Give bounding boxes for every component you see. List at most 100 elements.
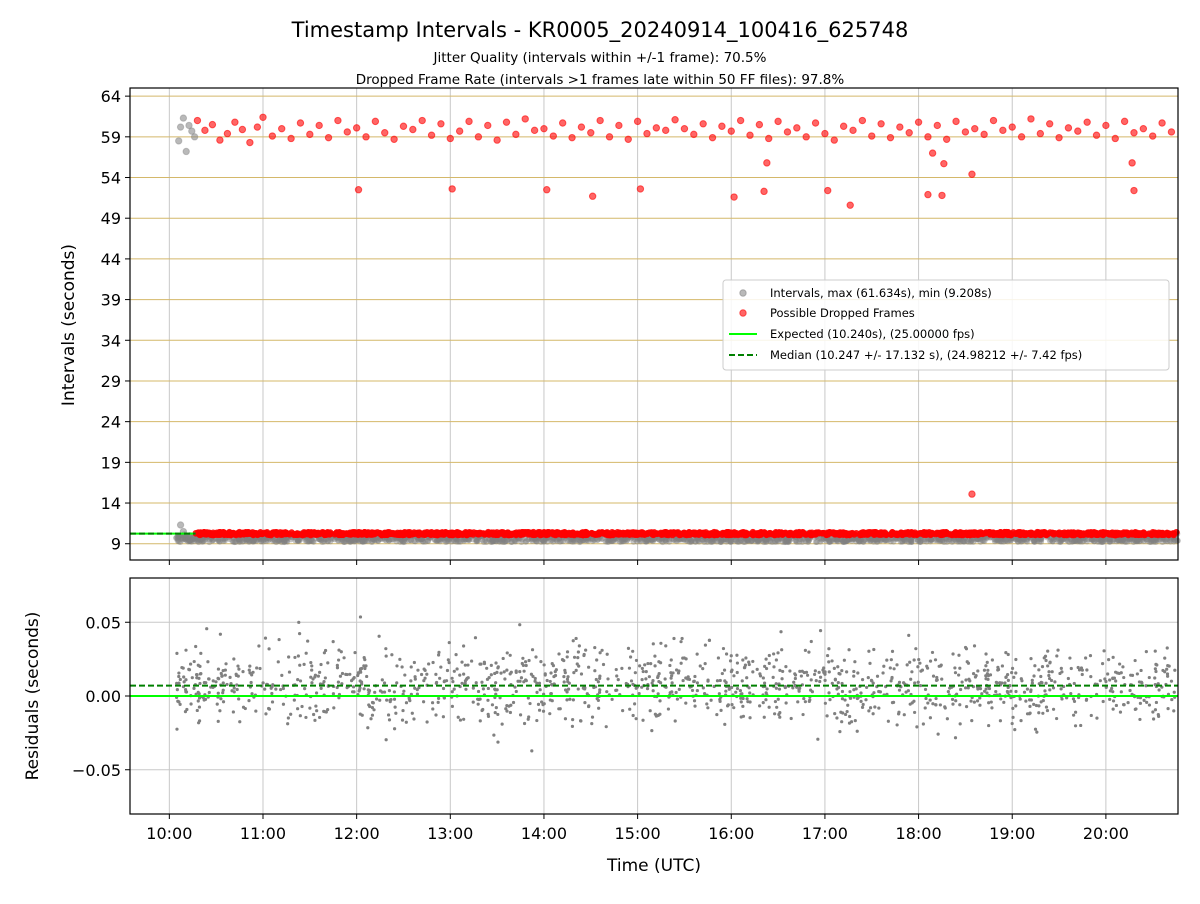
- dropped-frame-point: [756, 121, 762, 127]
- residual-point: [815, 679, 818, 682]
- residual-point: [219, 697, 222, 700]
- residual-point: [1011, 667, 1014, 670]
- dropped-frame-point: [333, 530, 340, 537]
- residual-point: [236, 688, 239, 691]
- residual-point: [652, 642, 655, 645]
- dropped-frame-point: [353, 125, 359, 131]
- residual-point: [917, 658, 920, 661]
- residual-point: [959, 688, 962, 691]
- residual-point: [268, 707, 271, 710]
- residual-point: [485, 667, 488, 670]
- residual-point: [494, 661, 497, 664]
- residual-point: [768, 706, 771, 709]
- residual-point: [393, 727, 396, 730]
- residual-point: [1047, 670, 1050, 673]
- residual-point: [664, 677, 667, 680]
- residual-point: [393, 690, 396, 693]
- residual-point: [546, 679, 549, 682]
- residual-point: [854, 719, 857, 722]
- residual-point: [932, 675, 935, 678]
- dropped-frame-point: [800, 530, 807, 537]
- residual-point: [840, 669, 843, 672]
- residual-point: [672, 637, 675, 640]
- residual-point: [1029, 657, 1032, 660]
- dropped-frame-point: [1028, 530, 1035, 537]
- residual-point: [877, 690, 880, 693]
- dropped-frame-point: [315, 530, 322, 537]
- residual-point: [220, 672, 223, 675]
- subtitle-dropped: Dropped Frame Rate (intervals >1 frames …: [356, 72, 845, 88]
- residual-point: [410, 665, 413, 668]
- residual-point: [1107, 658, 1110, 661]
- dropped-frame-point: [1049, 530, 1056, 537]
- residual-point: [524, 660, 527, 663]
- residual-point: [483, 662, 486, 665]
- interval-point: [927, 538, 933, 544]
- residual-point: [1003, 681, 1006, 684]
- residual-point: [744, 656, 747, 659]
- dropped-frame-point: [747, 132, 753, 138]
- residual-point: [629, 655, 632, 658]
- residual-point: [503, 677, 506, 680]
- residual-point: [212, 679, 215, 682]
- residual-point: [741, 697, 744, 700]
- residual-point: [179, 678, 182, 681]
- residual-point: [679, 640, 682, 643]
- residual-point: [741, 658, 744, 661]
- residual-point: [314, 674, 317, 677]
- residual-point: [462, 718, 465, 721]
- residual-point: [254, 709, 257, 712]
- residual-point: [823, 679, 826, 682]
- residual-point: [571, 718, 574, 721]
- residual-point: [1042, 699, 1045, 702]
- residual-point: [405, 701, 408, 704]
- residual-point: [1151, 710, 1154, 713]
- residual-point: [922, 722, 925, 725]
- residual-point: [575, 637, 578, 640]
- residual-point: [958, 667, 961, 670]
- residual-point: [867, 676, 870, 679]
- residual-point: [510, 671, 513, 674]
- residual-point: [395, 664, 398, 667]
- dropped-frame-point: [596, 531, 603, 538]
- residual-point: [385, 738, 388, 741]
- residual-point: [667, 707, 670, 710]
- residual-point: [913, 658, 916, 661]
- residual-point: [194, 645, 197, 648]
- residual-point: [935, 676, 938, 679]
- residual-point: [577, 650, 580, 653]
- residual-point: [736, 687, 739, 690]
- residual-point: [297, 654, 300, 657]
- interval-point: [961, 539, 967, 545]
- dropped-frame-point: [1103, 122, 1109, 128]
- dropped-frame-point: [862, 530, 869, 537]
- residual-point: [902, 681, 905, 684]
- residual-point: [270, 692, 273, 695]
- residual-point: [641, 719, 644, 722]
- residual-point: [176, 688, 179, 691]
- residual-point: [1173, 669, 1176, 672]
- residual-point: [525, 664, 528, 667]
- residual-point: [834, 678, 837, 681]
- residual-point: [748, 716, 751, 719]
- residual-point: [747, 661, 750, 664]
- residual-point: [827, 647, 830, 650]
- residual-point: [1118, 662, 1121, 665]
- residual-point: [692, 680, 695, 683]
- dropped-frame-point: [1075, 529, 1082, 536]
- dropped-frame-point: [297, 120, 303, 126]
- residual-point: [257, 644, 260, 647]
- residual-point: [1153, 676, 1156, 679]
- interval-point: [244, 537, 250, 543]
- residual-point: [205, 627, 208, 630]
- dropped-frame-point: [1028, 116, 1034, 122]
- interval-point: [174, 535, 180, 541]
- residual-point: [931, 702, 934, 705]
- residual-point: [358, 688, 361, 691]
- residual-point: [1046, 664, 1049, 667]
- residual-point: [1052, 708, 1055, 711]
- residual-point: [649, 662, 652, 665]
- dropped-frame-point: [887, 134, 893, 140]
- dropped-frame-point: [382, 130, 388, 136]
- dropped-frame-point: [291, 531, 298, 538]
